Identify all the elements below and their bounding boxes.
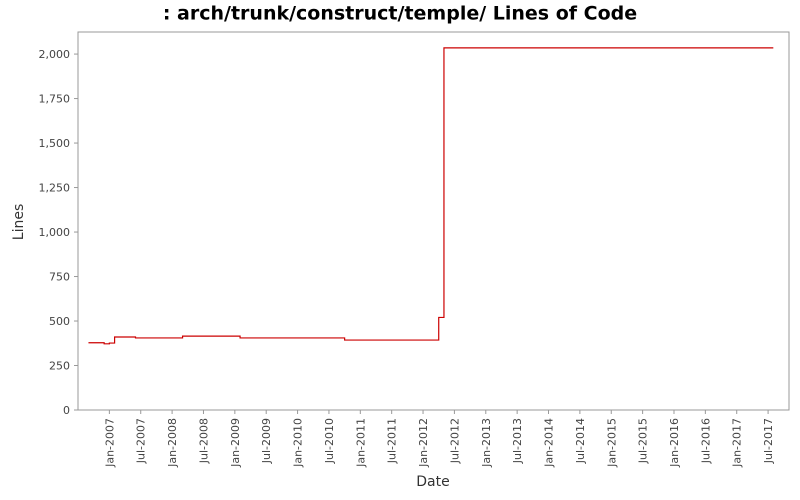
x-tick-label: Jan-2015	[605, 418, 618, 468]
x-tick-label: Jul-2017	[762, 418, 775, 464]
plot-frame	[77, 31, 790, 411]
y-axis-title: Lines	[11, 204, 27, 240]
x-tick-label: Jul-2010	[323, 418, 336, 464]
x-tick-label: Jul-2013	[511, 418, 524, 464]
y-tick-label: 1,750	[39, 93, 71, 106]
data-line	[88, 47, 774, 345]
x-tick-label: Jan-2008	[166, 418, 179, 468]
chart-title: : arch/trunk/construct/temple/ Lines of …	[163, 3, 637, 25]
x-tick-label: Jul-2009	[260, 418, 273, 464]
x-tick-label: Jul-2016	[699, 418, 712, 464]
y-tick-label: 500	[49, 315, 70, 328]
y-tick-label: 1,250	[39, 182, 71, 195]
x-tick-label: Jul-2011	[386, 418, 399, 464]
x-tick-label: Jan-2013	[480, 418, 493, 468]
x-tick-label: Jan-2010	[292, 418, 305, 468]
x-tick-label: Jul-2014	[574, 418, 587, 464]
y-tick-label: 250	[49, 360, 70, 373]
x-tick-label: Jan-2017	[731, 418, 744, 468]
x-tick-label: Jan-2016	[668, 418, 681, 468]
y-tick-label: 2,000	[39, 48, 71, 61]
x-tick-label: Jul-2008	[197, 418, 210, 464]
y-tick-label: 750	[49, 271, 70, 284]
x-tick-label: Jul-2007	[135, 418, 148, 464]
x-tick-label: Jan-2014	[543, 418, 556, 468]
x-axis-title: Date	[416, 474, 449, 490]
x-tick-label: Jul-2015	[637, 418, 650, 464]
x-tick-label: Jan-2011	[354, 418, 367, 468]
y-tick-label: 1,500	[39, 137, 71, 150]
x-tick-label: Jan-2012	[417, 418, 430, 468]
y-tick-label: 1,000	[39, 226, 71, 239]
y-tick-label: 0	[63, 404, 70, 417]
x-tick-label: Jan-2007	[103, 418, 116, 468]
x-tick-label: Jan-2009	[229, 418, 242, 468]
x-tick-label: Jul-2012	[448, 418, 461, 464]
